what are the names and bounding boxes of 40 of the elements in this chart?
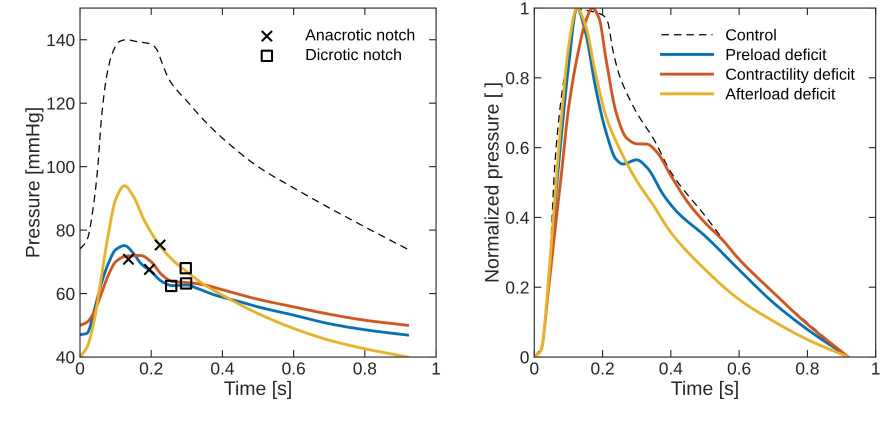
y-tick-label: 0.4 — [506, 212, 529, 224]
y-tick-label: 120 — [48, 97, 74, 110]
y-tick-label: 0 — [520, 351, 529, 364]
point — [143, 263, 156, 276]
legend-label: Afterload deficit — [725, 88, 836, 100]
x-tick-label: 0.8 — [796, 362, 819, 375]
y-tick-label: 0.2 — [506, 281, 529, 294]
y-tick-label: 60 — [56, 288, 74, 300]
x-tick-label: 0.6 — [728, 362, 750, 375]
x-axis-title: Time [s] — [671, 380, 738, 399]
x-tick-label: 0.4 — [211, 362, 234, 375]
x-axis-title: Time [s] — [224, 380, 291, 399]
legend-label: Dicrotic notch — [306, 48, 401, 60]
x-tick-label: 0.8 — [353, 362, 376, 375]
y-axis-title: Pressure [mmHg] — [25, 108, 44, 257]
y-tick-label: 40 — [56, 351, 74, 364]
x-tick-label: 0.4 — [659, 362, 682, 375]
y-tick-label: 140 — [48, 34, 74, 46]
legend-label: Anacrotic notch — [305, 28, 414, 41]
point — [164, 280, 178, 292]
point — [180, 262, 192, 274]
x-tick-label: 0 — [530, 362, 538, 375]
y-axis-title: Normalized pressure [ ] — [484, 83, 503, 282]
x-tick-label: 1 — [872, 362, 880, 374]
legend-label: Preload deficit — [726, 48, 826, 60]
x-tick-label: 0.6 — [282, 362, 305, 375]
x-tick-label: 0.2 — [140, 362, 162, 375]
y-tick-label: 100 — [48, 160, 74, 174]
x-tick-label: 0.2 — [591, 362, 614, 375]
y-tick-label: 80 — [56, 224, 74, 237]
point — [154, 238, 166, 252]
y-tick-label: 0.6 — [506, 142, 529, 154]
legend-label: Control — [726, 28, 776, 41]
x-tick-label: 1 — [432, 362, 440, 374]
point — [122, 253, 135, 266]
x-tick-label: 0 — [76, 362, 84, 375]
y-tick-label: 0.8 — [506, 72, 529, 84]
y-tick-label: 1 — [521, 2, 529, 14]
point — [180, 277, 192, 290]
legend-label: Contractility deficit — [726, 68, 855, 84]
